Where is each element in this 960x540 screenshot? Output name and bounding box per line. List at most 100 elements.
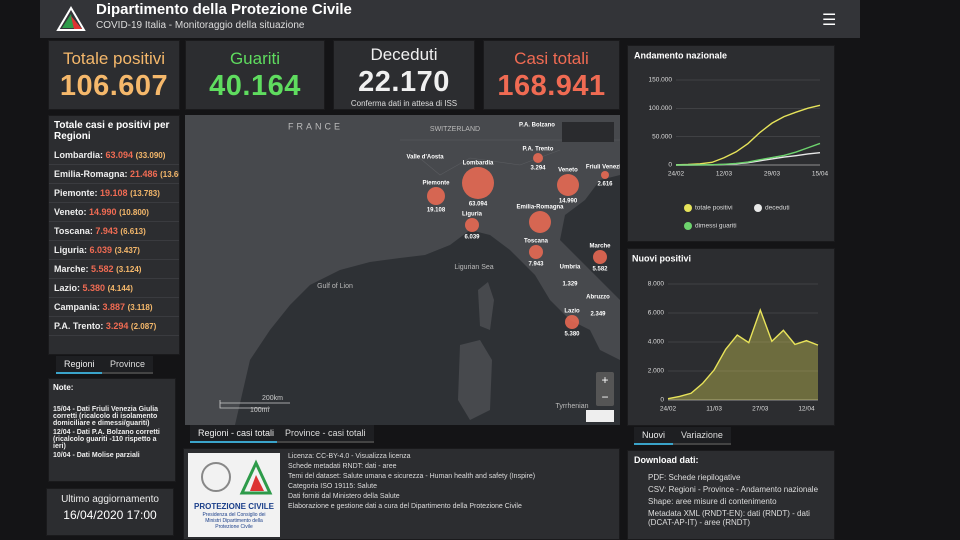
region-name: Emilia-Romagna: — [54, 169, 128, 179]
legend-label: deceduti — [765, 205, 790, 212]
map-value: 5.380 — [564, 332, 580, 338]
stat-value: 106.607 — [59, 70, 169, 102]
map-toolbar[interactable] — [562, 122, 614, 142]
map-bubble — [529, 245, 543, 259]
line-series — [675, 152, 821, 166]
map-label: Lombardia — [463, 161, 494, 167]
y-tick-label: 0 — [660, 397, 664, 404]
x-tick-label: 29/03 — [764, 171, 781, 178]
tab[interactable]: Regioni — [56, 356, 103, 374]
header: Dipartimento della Protezione Civile COV… — [40, 0, 860, 38]
zoom-control[interactable] — [596, 372, 614, 406]
region-row: Veneto: 14.990 (10.800) — [49, 203, 179, 222]
sardinia — [458, 340, 492, 420]
logo-icon — [56, 6, 86, 31]
map-label: P.A. Bolzano — [519, 123, 555, 129]
land — [185, 115, 620, 425]
map-value: 1.329 — [562, 282, 578, 288]
region-positives: (13.783) — [130, 189, 160, 198]
y-tick-label: 8.000 — [648, 281, 665, 288]
legend-swatch — [684, 222, 692, 230]
x-tick-label: 11/03 — [706, 406, 722, 413]
map-bubble — [557, 174, 579, 196]
region-name: Piemonte: — [54, 188, 98, 198]
corsica — [478, 282, 494, 330]
region-positives: (4.144) — [107, 284, 133, 293]
notes-title: Note: — [53, 383, 74, 392]
region-name: Veneto: — [54, 207, 87, 217]
regions-title: Totale casi e positivi per Regioni — [54, 120, 170, 142]
region-row: P.A. Trento: 3.294 (2.087) — [49, 317, 179, 336]
y-tick-label: 6.000 — [648, 310, 665, 317]
map-value: 3.294 — [530, 166, 546, 172]
update-label: Ultimo aggiornamento — [61, 494, 159, 505]
region-row: Marche: 5.582 (3.124) — [49, 260, 179, 279]
stat-positivi: Totale positivi 106.607 — [48, 40, 180, 110]
chart-title: Andamento nazionale — [634, 50, 727, 60]
stat-value: 22.170 — [358, 66, 450, 98]
y-tick-label: 4.000 — [648, 339, 665, 346]
stat-note: Conferma dati in attesa di ISS — [350, 99, 458, 108]
chart-panel: Andamento nazionale 0 50.000 100.000 150.000… — [627, 45, 835, 242]
map-bubble — [465, 218, 479, 232]
stat-label: Deceduti — [370, 45, 438, 64]
map-label: P.A. Trento — [523, 147, 554, 153]
download-item: PDF: Schede riepilogative — [648, 473, 741, 482]
map-value: 5.582 — [592, 267, 608, 273]
logo — [54, 4, 88, 32]
map-label: Valle d'Aosta — [406, 155, 444, 161]
line-series — [675, 142, 821, 166]
map-value: 63.094 — [469, 202, 488, 208]
region-name: Toscana: — [54, 226, 93, 236]
map-value: 7.943 — [528, 262, 544, 268]
stat-deceduti: Deceduti 22.170 Conferma dati in attesa … — [333, 40, 475, 110]
map-scale: 100mi — [250, 407, 270, 414]
map[interactable]: FRANCE SWITZERLAND Gulf of Lion Ligurian… — [185, 115, 620, 425]
y-tick-label: 100.000 — [649, 105, 673, 112]
map-label: Friuli Venezia — [586, 165, 620, 171]
y-tick-label: 2.000 — [648, 368, 665, 375]
tab[interactable]: Province — [102, 356, 154, 374]
note: 10/04 - Dati Molise parziali — [53, 452, 140, 459]
stat-guariti: Guariti 40.164 — [185, 40, 325, 110]
zoom-in[interactable]: + — [601, 373, 608, 387]
region-positives: (10.800) — [119, 208, 149, 217]
map-attribution — [586, 410, 614, 422]
region-total: 3.294 — [105, 321, 129, 331]
map-value: 2.349 — [590, 312, 606, 318]
download-item: Metadata XML (RNDT-EN): dati (RNDT) - da… — [648, 509, 810, 527]
tab[interactable]: Regioni - casi totali — [190, 425, 283, 443]
region-total: 5.582 — [91, 264, 114, 274]
y-tick-label: 50.000 — [652, 133, 672, 140]
info-panel: PROTEZIONE CIVILE Presidenza del Consigl… — [183, 448, 620, 540]
note: 12/04 - Dati P.A. Bolzano corretti (rica… — [53, 429, 160, 450]
tab[interactable]: Variazione — [673, 427, 731, 445]
map-label: Umbria — [560, 265, 581, 271]
notes-list: 15/04 - Dati Friuli Venezia Giulia corre… — [53, 406, 171, 459]
region-total: 19.108 — [100, 188, 128, 198]
menu-button[interactable]: ☰ — [822, 12, 837, 29]
legend-swatch — [684, 204, 692, 212]
info-line: Elaborazione e gestione dati a cura del … — [288, 503, 522, 510]
update-panel: Ultimo aggiornamento 16/04/2020 17:00 — [46, 488, 174, 536]
tab[interactable]: Nuovi — [634, 427, 674, 445]
map-country: FRANCE — [288, 121, 343, 131]
info-lines: Licenza: CC-BY-4.0 - Visualizza licenza S… — [288, 453, 608, 513]
map-sea: Tyrrhenian — [555, 403, 588, 410]
x-tick-label: 12/04 — [798, 406, 815, 413]
map-bubble — [533, 153, 543, 163]
region-name: Lazio: — [54, 283, 80, 293]
region-positives: (2.087) — [130, 322, 157, 331]
note: 15/04 - Dati Friuli Venezia Giulia corre… — [53, 406, 159, 427]
map-bubble — [565, 315, 579, 329]
tab[interactable]: Province - casi totali — [277, 425, 374, 443]
chart-title: Nuovi positivi — [632, 253, 691, 263]
map-bubble — [427, 187, 445, 205]
map-value: 6.039 — [464, 235, 480, 241]
map-label: Abruzzo — [586, 295, 610, 301]
region-total: 5.380 — [82, 283, 106, 293]
logo-subtext: Presidenza del Consiglio dei Ministri Di… — [202, 512, 266, 530]
info-line: Licenza: CC-BY-4.0 - Visualizza licenza — [288, 453, 411, 460]
zoom-out[interactable]: − — [601, 390, 608, 404]
